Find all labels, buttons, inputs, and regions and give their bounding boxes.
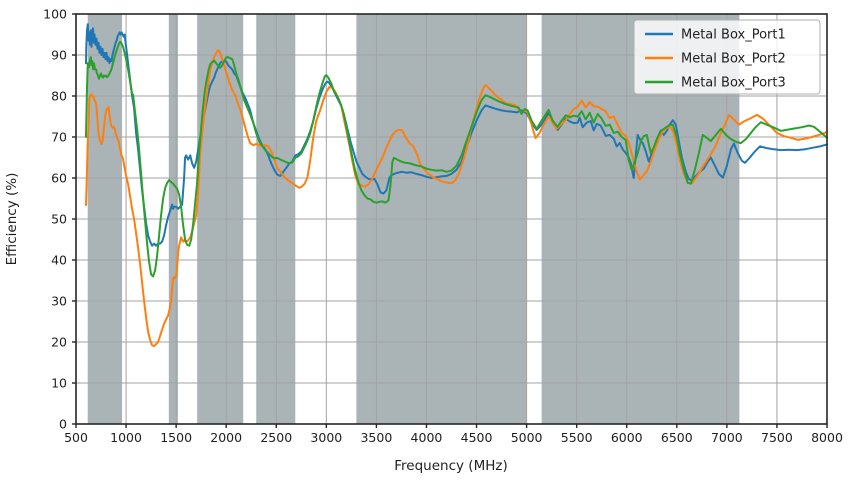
series-line-metal-box-port3 [85,40,828,278]
y-axis-label: Efficiency (%) [4,173,20,266]
y-tick-label: 90 [51,48,67,63]
x-tick-label: 1500 [160,430,192,445]
y-tick-label: 30 [51,294,67,309]
x-tick-label: 1000 [110,430,142,445]
x-tick-label: 3500 [360,430,392,445]
x-tick-label: 2500 [260,430,292,445]
x-tick-label: 6000 [611,430,643,445]
x-tick-label: 7500 [761,430,793,445]
y-tick-label: 20 [51,335,67,350]
y-tick-label: 80 [51,89,67,104]
y-tick-label: 50 [51,212,67,227]
x-tick-label: 500 [64,430,88,445]
x-tick-label: 8000 [811,430,843,445]
x-tick-label: 4000 [411,430,443,445]
y-tick-label: 60 [51,171,67,186]
legend: Metal Box_Port1 Metal Box_Port2 Metal Box_… [633,19,821,95]
y-tick-label: 40 [51,253,67,268]
y-tick-label: 100 [43,7,67,22]
x-tick-label: 5000 [511,430,543,445]
x-tick-label: 5500 [561,430,593,445]
x-tick-label: 6500 [661,430,693,445]
x-axis-label: Frequency (MHz) [394,458,507,474]
y-tick-label: 70 [51,130,67,145]
legend-label-1: Metal Box_Port1 [681,28,786,43]
series-line-metal-box-port2 [85,49,828,348]
legend-label-3: Metal Box_Port3 [681,76,786,91]
axes: 500 1000 1500 2000 2500 3000 3500 4000 4500 5000 5… [43,7,843,446]
x-tick-label: 4500 [461,430,493,445]
y-tick-label: 0 [59,417,67,432]
x-tick-label: 3000 [310,430,342,445]
y-tick-label: 10 [51,376,67,391]
x-tick-label: 2000 [210,430,242,445]
legend-label-2: Metal Box_Port2 [681,52,786,67]
legend-box [633,19,821,95]
data-series [85,23,828,348]
x-tick-label: 7000 [711,430,743,445]
